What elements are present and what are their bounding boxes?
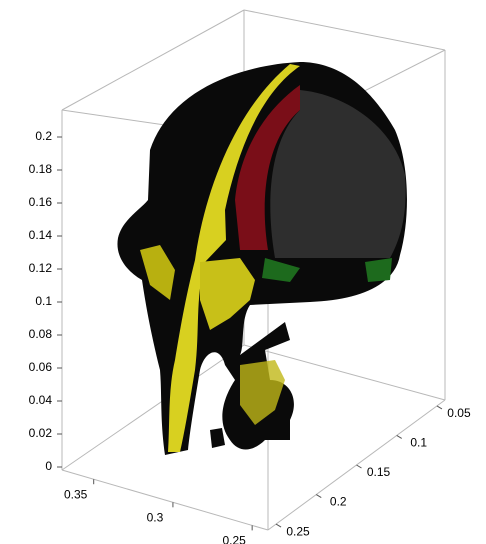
tick-label: 0.15	[367, 465, 391, 479]
tick-label: 0.04	[29, 393, 53, 407]
tick-label: 0.25	[222, 534, 246, 544]
tick-label: 0.1	[410, 436, 427, 450]
tick-label: 0.1	[35, 294, 52, 308]
tick-label: 0.08	[29, 327, 53, 341]
tick-label: 0.25	[286, 524, 310, 538]
tick-label: 0.2	[330, 495, 347, 509]
tick-mark	[357, 465, 362, 468]
brain-green-right	[365, 258, 392, 282]
fragment	[210, 428, 225, 448]
head-mesh	[117, 62, 406, 455]
tick-label: 0.2	[35, 129, 52, 143]
tick-mark	[276, 524, 281, 527]
jaw	[200, 258, 255, 330]
tick-label: 0.3	[147, 510, 164, 524]
tick-mark	[316, 495, 321, 498]
tick-label: 0.16	[29, 195, 53, 209]
tick-label: 0.14	[29, 228, 53, 242]
tick-mark	[397, 435, 402, 438]
tick-label: 0.05	[447, 406, 471, 420]
chart: 0 0.02 0.04 0.06 0.08 0.1 0.12 0.14 0.16 0.18 0.2 0…	[0, 0, 486, 544]
tick-label: 0.18	[29, 162, 53, 176]
tick-label: 0.06	[29, 360, 53, 374]
tick-label: 0.02	[29, 426, 53, 440]
tick-mark	[437, 406, 442, 409]
tick-label: 0.12	[29, 261, 53, 275]
tick-label: 0.35	[64, 487, 88, 501]
tick-label: 0	[45, 459, 52, 473]
